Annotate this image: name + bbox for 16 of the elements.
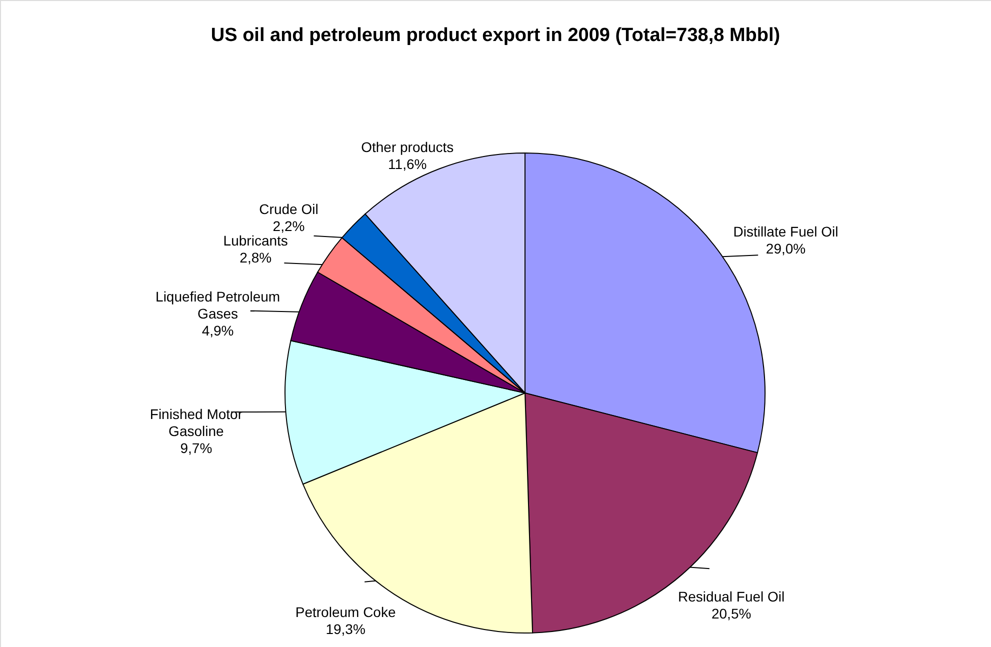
slice-label: Lubricants xyxy=(223,232,288,249)
slice-label: Crude Oil xyxy=(259,201,318,218)
data-label: 2,2% xyxy=(272,218,305,234)
slice-label: Liquefied Petroleum Gases xyxy=(156,288,280,322)
data-label: 11,6% xyxy=(388,156,427,172)
slice-label: Residual Fuel Oil xyxy=(678,588,785,604)
data-label: 2,8% xyxy=(240,250,272,266)
slice-label: Other products xyxy=(361,139,454,156)
chart-title: US oil and petroleum product export in 2009 (Total=738,8 Mbbl) xyxy=(210,25,780,46)
data-label: 4,9% xyxy=(202,322,234,338)
data-label: 19,3% xyxy=(326,620,366,637)
data-label: 9,7% xyxy=(180,440,212,456)
data-label: 29,0% xyxy=(766,240,806,256)
slice-label: Petroleum Coke xyxy=(295,604,396,620)
slice-label: Distillate Fuel Oil xyxy=(733,223,838,240)
data-label: 20,5% xyxy=(711,605,752,622)
